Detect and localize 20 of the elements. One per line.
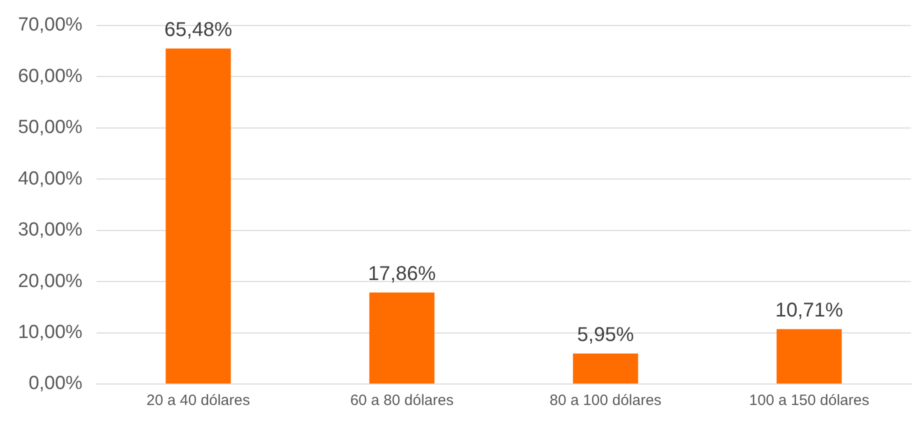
data-label: 17,86%: [368, 263, 436, 286]
data-label: 10,71%: [775, 300, 844, 322]
y-tick-label: 10,00%: [18, 322, 83, 344]
bar: [776, 329, 842, 384]
y-tick-label: 50,00%: [18, 117, 83, 138]
data-label: 65,48%: [164, 19, 232, 42]
y-tick-label: 60,00%: [18, 66, 83, 87]
x-tick-label: 100 a 150 dólares: [749, 392, 870, 410]
y-tick-label: 40,00%: [18, 168, 83, 190]
x-tick-label: 80 a 100 dólares: [550, 392, 662, 410]
bar: [166, 48, 231, 384]
y-tick-label: 70,00%: [18, 14, 83, 36]
bar: [572, 354, 638, 384]
bar: [369, 292, 434, 384]
x-tick-label: 60 a 80 dólares: [350, 392, 454, 410]
y-tick-label: 30,00%: [18, 220, 83, 241]
x-tick-label: 20 a 40 dólares: [146, 392, 250, 410]
data-label: 5,95%: [577, 324, 634, 346]
y-tick-label: 20,00%: [18, 270, 83, 292]
y-tick-label: 0,00%: [28, 373, 83, 394]
